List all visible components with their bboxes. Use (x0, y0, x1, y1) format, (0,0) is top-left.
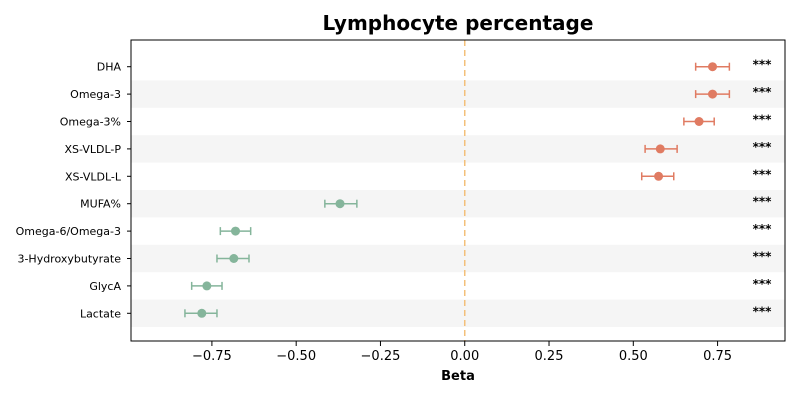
significance-label: *** (753, 85, 773, 99)
point-estimate (708, 89, 718, 99)
row-shade (131, 80, 785, 108)
point-estimate (335, 199, 345, 209)
row-shade (131, 135, 785, 163)
row-shade (131, 299, 785, 327)
forest-row-2 (683, 117, 715, 126)
significance-label: *** (753, 140, 773, 154)
x-tick-label: 0.50 (619, 349, 648, 364)
y-tick-label: Omega-6/Omega-3 (16, 225, 121, 238)
significance-label: *** (753, 113, 773, 127)
point-estimate (694, 117, 704, 126)
forest-row-8 (190, 281, 223, 291)
significance-label: *** (753, 277, 773, 291)
chart-title: Lymphocyte percentage (323, 11, 594, 35)
y-tick-label: Lactate (80, 307, 121, 320)
x-tick-label: −0.75 (192, 349, 232, 364)
x-tick-label: −0.50 (276, 349, 316, 364)
forest-row-7 (216, 254, 250, 263)
significance-label: *** (753, 304, 773, 318)
x-tick-label: −0.25 (361, 349, 401, 364)
forest-row-4 (640, 171, 675, 181)
x-tick-label: 0.75 (703, 349, 732, 364)
significance-label: *** (753, 58, 773, 72)
forest-row-6 (219, 226, 252, 236)
forest-row-5 (324, 199, 358, 209)
point-estimate (229, 254, 239, 263)
forest-row-3 (644, 144, 678, 154)
y-tick-label: 3-Hydroxybutyrate (17, 253, 121, 266)
significance-label: *** (753, 167, 773, 181)
point-estimate (197, 308, 207, 318)
forest-row-9 (184, 308, 218, 318)
y-tick-label: XS-VLDL-P (64, 143, 121, 156)
significance-label: *** (753, 222, 773, 236)
point-estimate (231, 226, 241, 236)
y-tick-label: Omega-3% (60, 116, 121, 129)
axes-layer (127, 39, 786, 346)
x-axis-label: Beta (441, 369, 475, 384)
y-tick-label: Omega-3 (70, 88, 121, 101)
significance-label: *** (753, 195, 773, 209)
significance-label: *** (753, 250, 773, 264)
x-tick-label: 0.00 (450, 349, 479, 364)
forest-row-1 (694, 89, 731, 99)
row-shade (131, 190, 785, 218)
y-tick-label: DHA (97, 61, 122, 74)
forest-row-0 (694, 62, 731, 72)
labels-layer: DHA *** Omega-3 *** Omega-3% *** XS-VLDL-P *** X… (16, 58, 773, 364)
y-tick-label: GlycA (89, 280, 121, 293)
point-estimate (202, 281, 212, 291)
point-estimate (654, 171, 664, 181)
point-estimate (708, 62, 718, 72)
y-tick-label: MUFA% (80, 198, 121, 211)
plot-frame (130, 39, 786, 342)
row-shading-layer (131, 80, 785, 327)
x-tick-label: 0.25 (535, 349, 564, 364)
marks-layer (184, 62, 731, 318)
y-tick-label: XS-VLDL-L (65, 170, 122, 183)
point-estimate (655, 144, 665, 154)
